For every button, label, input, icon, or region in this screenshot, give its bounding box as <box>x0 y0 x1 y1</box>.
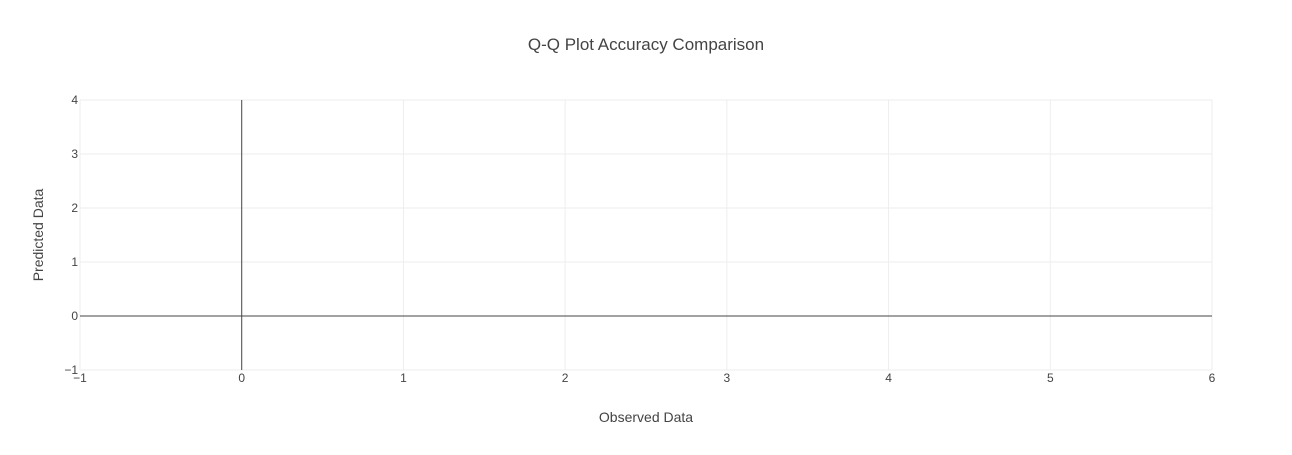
x-tick-label: 6 <box>1209 371 1216 385</box>
x-tick-label: 2 <box>562 371 569 385</box>
y-tick-label: 0 <box>71 309 78 323</box>
grid-lines <box>79 99 1213 371</box>
y-tick-label: 1 <box>71 255 78 269</box>
y-tick-label: 3 <box>71 147 78 161</box>
x-tick-label: −1 <box>73 371 87 385</box>
x-tick-label: 4 <box>885 371 892 385</box>
x-tick-label: 5 <box>1047 371 1054 385</box>
chart-title: Q-Q Plot Accuracy Comparison <box>528 35 764 54</box>
y-tick-label: 4 <box>71 93 78 107</box>
x-tick-label: 1 <box>400 371 407 385</box>
y-tick-label: −1 <box>64 363 78 377</box>
zero-lines <box>80 100 1212 370</box>
x-axis-title: Observed Data <box>599 409 693 425</box>
y-tick-label: 2 <box>71 201 78 215</box>
y-axis-title: Predicted Data <box>30 188 46 281</box>
x-tick-label: 3 <box>724 371 731 385</box>
x-tick-label: 0 <box>238 371 245 385</box>
tick-labels: −1 0 1 2 3 4 5 6 −1 0 1 2 3 4 <box>64 93 1215 385</box>
